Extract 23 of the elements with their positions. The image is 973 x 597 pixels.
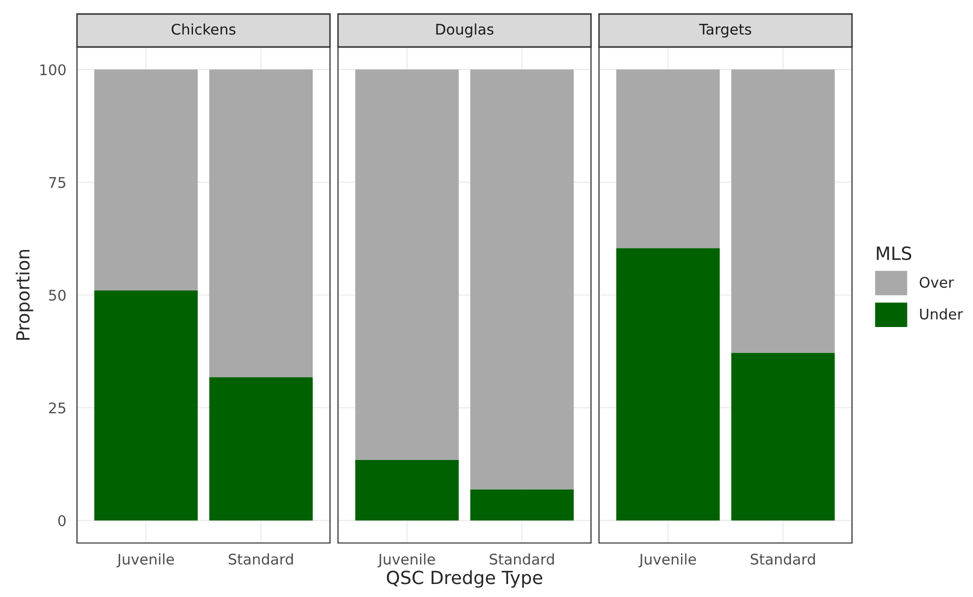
bar: [94, 290, 198, 520]
x-tick-label: Juvenile: [116, 553, 174, 568]
chart-title: Targets: [699, 24, 752, 38]
bar: [209, 70, 313, 378]
legend-title: MLS: [876, 246, 912, 260]
x-axis-title: QSC Dredge Type: [386, 570, 542, 588]
x-tick-label: Standard: [750, 553, 815, 565]
x-tick-label: Standard: [490, 553, 554, 565]
x-tick-label: Juvenile: [378, 553, 435, 568]
chart-title: Chickens: [172, 23, 236, 35]
chart-title: Douglas: [436, 23, 494, 38]
y-axis-title: Proportion: [16, 250, 34, 340]
y-tick-label: 75: [49, 177, 66, 188]
x-tick-label: Juvenile: [638, 553, 696, 568]
x-tick-label: Standard: [228, 553, 293, 565]
y-tick-label: 50: [49, 290, 66, 301]
y-tick-label: 100: [40, 64, 66, 76]
y-tick-label: 0: [58, 515, 66, 526]
bar: [94, 70, 198, 290]
legend-label: Over: [920, 276, 954, 288]
y-tick-label: 25: [49, 402, 66, 414]
legend-label: Under: [920, 308, 964, 320]
bar: [209, 377, 313, 520]
